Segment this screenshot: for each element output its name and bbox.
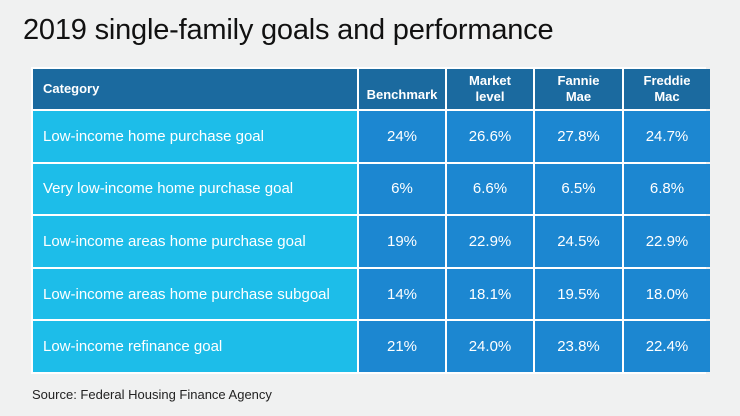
cell-fannie-mae: 27.8% <box>535 111 622 162</box>
table-row: Very low-income home purchase goal 6% 6.… <box>33 163 710 215</box>
table-row: Low-income refinance goal 21% 24.0% 23.8… <box>33 321 710 372</box>
table-row: Low-income home purchase goal 24% 26.6% … <box>33 111 710 162</box>
cell-benchmark: 6% <box>359 163 445 215</box>
table-row: Low-income areas home purchase subgoal 1… <box>33 268 710 320</box>
header-freddie-mac-text: Freddie Mac <box>643 73 691 104</box>
page-title: 2019 single-family goals and performance <box>23 14 554 46</box>
cell-freddie-mac: 22.4% <box>624 321 710 372</box>
cell-market-level: 26.6% <box>447 111 533 162</box>
header-freddie-mac: Freddie Mac <box>624 69 710 109</box>
row-category: Very low-income home purchase goal <box>33 163 357 215</box>
cell-freddie-mac: 18.0% <box>624 268 710 320</box>
row-category: Low-income areas home purchase goal <box>33 216 357 267</box>
cell-benchmark: 24% <box>359 111 445 162</box>
cell-fannie-mae: 19.5% <box>535 268 622 320</box>
cell-benchmark: 21% <box>359 321 445 372</box>
header-benchmark: Benchmark <box>359 69 445 109</box>
header-market-level-text: Market level <box>469 73 511 104</box>
header-row: Category Benchmark Market level Fannie M… <box>33 69 710 109</box>
cell-benchmark: 19% <box>359 216 445 267</box>
row-category: Low-income home purchase goal <box>33 111 357 162</box>
header-category: Category <box>33 69 357 109</box>
source-note: Source: Federal Housing Finance Agency <box>32 387 272 402</box>
cell-freddie-mac: 6.8% <box>624 163 710 215</box>
row-category: Low-income areas home purchase subgoal <box>33 268 357 320</box>
cell-freddie-mac: 22.9% <box>624 216 710 267</box>
header-fannie-mae-text: Fannie Mae <box>557 73 600 104</box>
cell-benchmark: 14% <box>359 268 445 320</box>
cell-market-level: 18.1% <box>447 268 533 320</box>
header-fannie-mae: Fannie Mae <box>535 69 622 109</box>
cell-market-level: 6.6% <box>447 163 533 215</box>
cell-market-level: 22.9% <box>447 216 533 267</box>
header-market-level: Market level <box>447 69 533 109</box>
goals-table-container: Category Benchmark Market level Fannie M… <box>31 67 710 374</box>
row-category: Low-income refinance goal <box>33 321 357 372</box>
table-row: Low-income areas home purchase goal 19% … <box>33 216 710 267</box>
goals-table: Category Benchmark Market level Fannie M… <box>31 67 712 374</box>
cell-fannie-mae: 24.5% <box>535 216 622 267</box>
cell-market-level: 24.0% <box>447 321 533 372</box>
cell-fannie-mae: 6.5% <box>535 163 622 215</box>
cell-freddie-mac: 24.7% <box>624 111 710 162</box>
cell-fannie-mae: 23.8% <box>535 321 622 372</box>
